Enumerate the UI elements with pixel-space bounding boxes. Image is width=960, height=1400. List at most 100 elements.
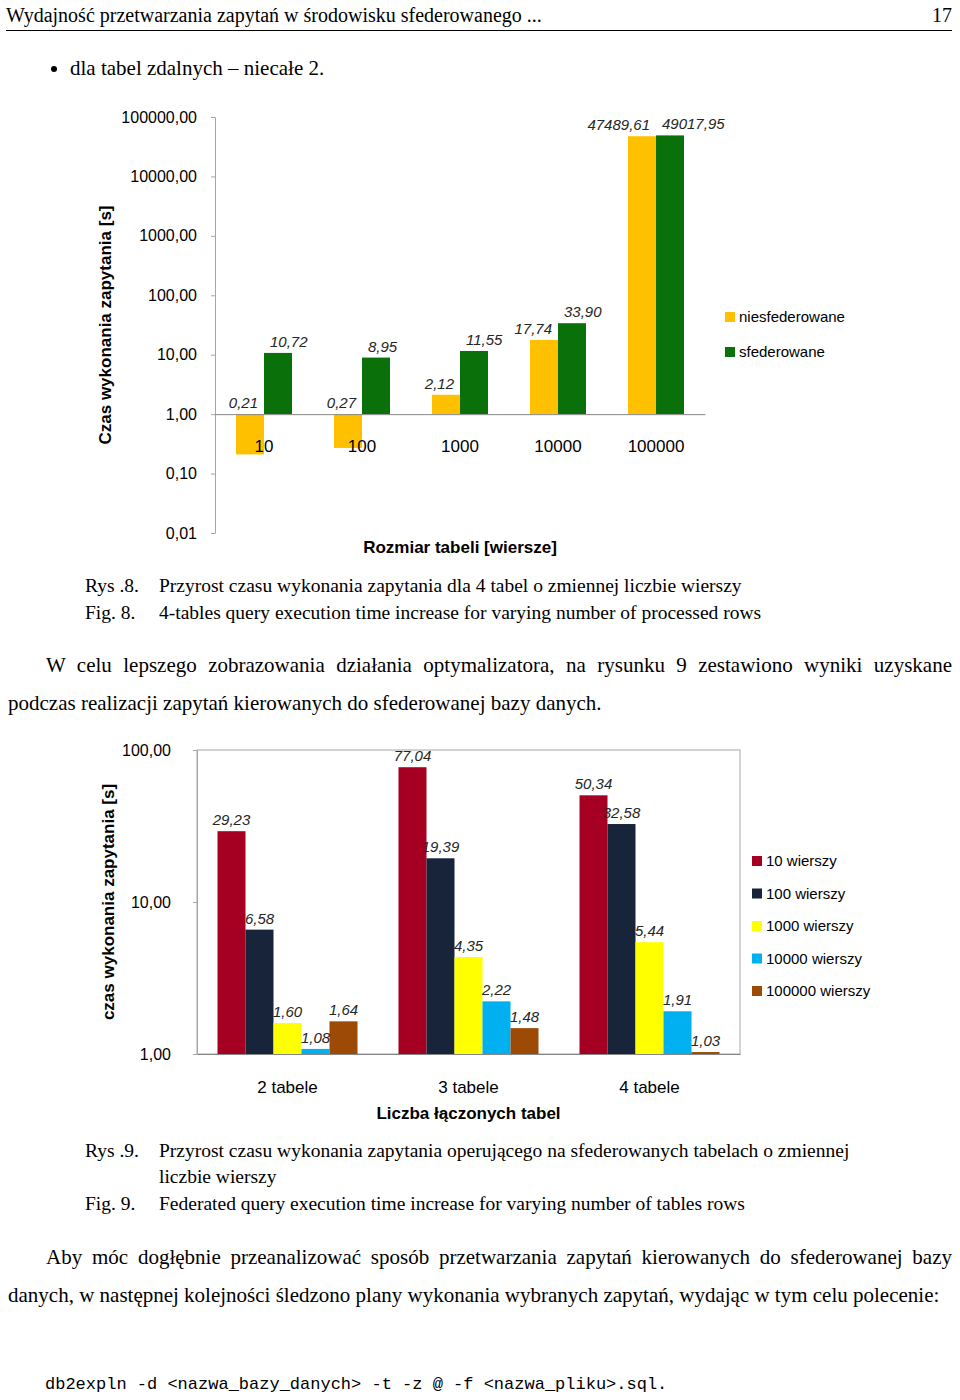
legend: 10 wierszy100 wierszy1000 wierszy10000 w… bbox=[752, 852, 871, 999]
data-label: 47489,61 bbox=[587, 116, 650, 133]
caption-en: Fig. 8.4-tables query execution time inc… bbox=[85, 600, 885, 626]
caption: Rys .8.Przyrost czasu wykonania zapytani… bbox=[85, 573, 885, 599]
bar bbox=[692, 1052, 720, 1054]
tick-label: 100000,00 bbox=[121, 109, 197, 126]
data-label: 0,27 bbox=[327, 394, 357, 411]
y-tick: 0,01 bbox=[166, 525, 215, 542]
tick-label: 10 bbox=[255, 437, 274, 456]
tick-label: 100 bbox=[348, 437, 376, 456]
x-tick: 100 bbox=[348, 414, 376, 456]
bar bbox=[274, 1023, 302, 1054]
data-labels: 29,2377,0450,346,5819,3932,581,604,355,4… bbox=[212, 747, 721, 1049]
bars bbox=[236, 135, 684, 454]
bar bbox=[558, 323, 586, 414]
data-label: 1,08 bbox=[301, 1029, 331, 1046]
legend-label: 10 wierszy bbox=[766, 852, 837, 869]
axis-line bbox=[215, 118, 216, 534]
tick-mark bbox=[193, 750, 197, 751]
caption-text: Przyrost czasu wykonania zapytania dla 4… bbox=[159, 573, 869, 599]
code-line: db2expln -d <nazwa_bazy_danych> -t -z @ … bbox=[45, 1375, 667, 1394]
data-label: 17,74 bbox=[514, 320, 552, 337]
x-axis: 10 100 1000 10000 100000 bbox=[216, 414, 706, 456]
legend-label: 100000 wierszy bbox=[766, 982, 871, 999]
x-axis: 2 tabele3 tabele4 tabele bbox=[198, 1054, 741, 1097]
bullet-list: dla tabel zdalnych – niecałe 2. bbox=[0, 56, 324, 81]
tick-label: 10000 bbox=[534, 437, 581, 456]
tick-mark bbox=[211, 474, 215, 475]
bars bbox=[218, 767, 720, 1054]
caption-label: Rys .9. bbox=[85, 1138, 159, 1190]
axis-line bbox=[216, 414, 706, 415]
tick-mark bbox=[193, 1054, 197, 1055]
data-label: 1,48 bbox=[510, 1008, 540, 1025]
caption-text: 4-tables query execution time increase f… bbox=[159, 600, 869, 626]
y-axis: 1,0010,00100,00 bbox=[122, 742, 197, 1063]
bar bbox=[302, 1049, 330, 1054]
tick-mark bbox=[193, 902, 197, 903]
data-label: 0,21 bbox=[229, 394, 258, 411]
tick-mark bbox=[211, 236, 215, 237]
legend-swatch bbox=[725, 312, 735, 322]
legend-label: 10000 wierszy bbox=[766, 950, 862, 967]
bar bbox=[455, 957, 483, 1054]
bar bbox=[511, 1028, 539, 1054]
caption-label: Fig. 9. bbox=[85, 1191, 159, 1217]
legend-label: 100 wierszy bbox=[766, 885, 846, 902]
tick-label: 1000 bbox=[441, 437, 479, 456]
legend-label: sfederowane bbox=[739, 343, 825, 360]
data-label: 1,03 bbox=[691, 1032, 721, 1049]
tick-mark bbox=[211, 355, 215, 356]
data-label: 29,23 bbox=[212, 811, 251, 828]
tick-label: 100,00 bbox=[122, 742, 171, 759]
data-label: 1,91 bbox=[663, 991, 692, 1008]
caption-text: Federated query execution time increase … bbox=[159, 1191, 869, 1217]
bar bbox=[264, 353, 292, 414]
bar bbox=[399, 767, 427, 1054]
caption-label: Fig. 8. bbox=[85, 600, 159, 626]
paragraph: Aby móc dogłębnie przeanalizować sposób … bbox=[8, 1238, 952, 1314]
x-tick: 100000 bbox=[628, 414, 685, 456]
caption-en: Fig. 9.Federated query execution time in… bbox=[85, 1191, 885, 1217]
legend-swatch bbox=[752, 954, 762, 964]
y-axis-title: Czas wykonania zapytania [s] bbox=[96, 205, 115, 444]
bar bbox=[580, 795, 608, 1054]
tick-label: 4 tabele bbox=[619, 1078, 680, 1097]
data-label: 6,58 bbox=[245, 910, 275, 927]
bar bbox=[636, 942, 664, 1054]
bar bbox=[628, 136, 656, 414]
y-axis-title: czas wykonania zapytania [s] bbox=[99, 784, 118, 1020]
header-title: Wydajność przetwarzania zapytań w środow… bbox=[6, 4, 542, 27]
bar bbox=[664, 1011, 692, 1054]
bar bbox=[427, 858, 455, 1054]
bar bbox=[608, 824, 636, 1054]
bar bbox=[432, 395, 460, 414]
y-tick: 100000,00 bbox=[121, 109, 215, 126]
y-tick: 10,00 bbox=[131, 894, 197, 911]
plot-frame bbox=[197, 750, 740, 1054]
legend-swatch bbox=[752, 856, 762, 866]
data-labels: 0,210,272,1217,7447489,6110,728,9511,553… bbox=[229, 115, 725, 411]
tick-mark bbox=[211, 533, 215, 534]
data-label: 8,95 bbox=[368, 338, 398, 355]
data-label: 10,72 bbox=[270, 333, 308, 350]
x-tick: 1000 bbox=[441, 414, 479, 456]
bar bbox=[483, 1001, 511, 1054]
tick-label: 0,10 bbox=[166, 465, 197, 482]
y-axis: 0,010,101,0010,00100,001000,0010000,0010… bbox=[121, 109, 215, 542]
legend: niesfederowane sfederowane bbox=[725, 308, 845, 360]
y-tick: 0,10 bbox=[166, 465, 215, 482]
tick-label: 100000 bbox=[628, 437, 685, 456]
tick-label: 3 tabele bbox=[438, 1078, 499, 1097]
tick-label: 10,00 bbox=[157, 346, 197, 363]
data-label: 32,58 bbox=[603, 804, 641, 821]
legend-label: niesfederowane bbox=[739, 308, 845, 325]
chart: 1,0010,00100,0029,2377,0450,346,5819,393… bbox=[0, 735, 960, 1130]
data-label: 49017,95 bbox=[662, 115, 725, 132]
y-tick: 1000,00 bbox=[139, 227, 215, 244]
data-label: 5,44 bbox=[635, 922, 664, 939]
x-tick: 3 tabele bbox=[438, 1054, 499, 1097]
tick-label: 0,01 bbox=[166, 525, 197, 542]
x-axis-title: Rozmiar tabeli [wiersze] bbox=[363, 538, 557, 557]
data-label: 77,04 bbox=[394, 747, 432, 764]
data-label: 33,90 bbox=[564, 303, 602, 320]
